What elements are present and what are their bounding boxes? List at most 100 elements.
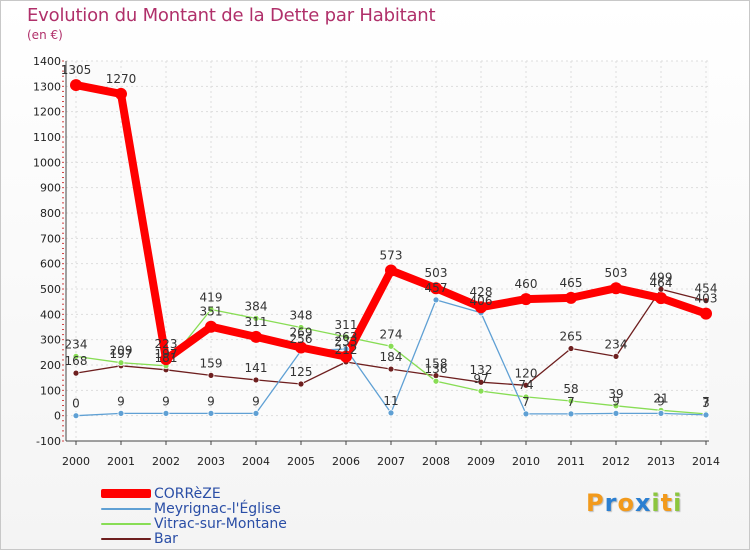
- y-tick-label: 1200: [33, 106, 61, 119]
- data-point: [207, 306, 215, 313]
- y-tick-label: 0: [54, 410, 61, 423]
- y-tick-label: 100: [40, 384, 61, 397]
- x-tick-label: 2002: [152, 455, 180, 468]
- data-point: [475, 301, 487, 314]
- data-label: 419: [200, 291, 223, 305]
- data-point: [655, 292, 667, 305]
- data-point: [702, 411, 710, 419]
- data-label: 234: [65, 337, 88, 351]
- data-point: [430, 282, 442, 295]
- data-label: 351: [200, 305, 223, 319]
- data-point: [567, 345, 575, 352]
- data-point: [205, 320, 217, 333]
- data-point: [477, 378, 485, 386]
- data-label: 209: [110, 344, 133, 358]
- y-tick-label: 1100: [33, 131, 61, 144]
- legend-swatch: [101, 522, 151, 525]
- data-label: 311: [245, 315, 268, 329]
- data-label: 233: [335, 335, 358, 349]
- data-label: 428: [470, 285, 493, 299]
- data-point: [160, 353, 172, 366]
- data-label: 1305: [61, 63, 92, 77]
- data-point: [432, 296, 440, 304]
- data-label: 120: [515, 366, 538, 380]
- y-tick-label: 1000: [33, 156, 61, 169]
- data-label: 159: [200, 356, 223, 370]
- data-point: [657, 409, 665, 417]
- data-point: [702, 297, 710, 305]
- data-point: [117, 409, 125, 417]
- legend-label: CORRèZE: [154, 485, 221, 502]
- data-point: [522, 410, 530, 418]
- logo-letter: o: [617, 489, 635, 517]
- data-point: [207, 409, 215, 417]
- data-point: [297, 380, 305, 388]
- data-label: 74: [518, 378, 533, 392]
- data-label: 197: [110, 347, 133, 361]
- x-tick-label: 2001: [107, 455, 135, 468]
- x-tick-label: 2014: [692, 455, 720, 468]
- plot-area: [66, 61, 709, 441]
- x-tick-label: 2013: [647, 455, 675, 468]
- data-label: 457: [425, 281, 448, 295]
- data-point: [297, 324, 305, 331]
- data-label: 39: [608, 387, 623, 401]
- legend-swatch: [101, 537, 151, 540]
- data-label: 9: [117, 394, 125, 408]
- data-point: [72, 412, 80, 420]
- y-tick-label: 300: [40, 334, 61, 347]
- data-point: [700, 307, 712, 320]
- data-point: [340, 350, 352, 363]
- logo-letter: i: [673, 489, 683, 517]
- data-point: [295, 341, 307, 354]
- x-tick-label: 2006: [332, 455, 360, 468]
- x-tick-label: 2004: [242, 455, 270, 468]
- data-point: [522, 393, 530, 401]
- data-label: 58: [563, 382, 578, 396]
- data-label: 197: [155, 347, 178, 361]
- data-label: 384: [245, 299, 268, 313]
- data-label: 7: [702, 395, 710, 409]
- legend-item-meyrignac: Meyrignac-l'Église: [101, 500, 287, 517]
- data-label: 7: [567, 395, 575, 409]
- data-label: 460: [515, 277, 538, 291]
- data-point: [115, 87, 127, 100]
- data-label: 11: [383, 394, 398, 408]
- legend-item-correze: CORRèZE: [101, 485, 287, 502]
- data-point: [610, 282, 622, 295]
- y-tick-label: 700: [40, 232, 61, 245]
- data-label: 256: [290, 332, 313, 346]
- data-label: 136: [425, 362, 448, 376]
- data-label: 132: [470, 363, 493, 377]
- y-tick-label: -100: [36, 435, 61, 448]
- data-label: 464: [650, 276, 673, 290]
- legend-label: Vitrac-sur-Montane: [154, 515, 287, 532]
- y-tick-label: 1300: [33, 80, 61, 93]
- data-label: 168: [65, 354, 88, 368]
- data-label: 223: [155, 337, 178, 351]
- data-point: [565, 291, 577, 304]
- data-label: 9: [252, 394, 260, 408]
- data-label: 97: [473, 372, 488, 386]
- data-label: 21: [653, 391, 668, 405]
- data-label: 348: [290, 309, 313, 323]
- data-point: [207, 371, 215, 379]
- y-tick-label: 500: [40, 283, 61, 296]
- data-point: [387, 342, 395, 350]
- logo-letter: x: [634, 489, 652, 517]
- data-point: [520, 293, 532, 306]
- data-label: 454: [695, 282, 718, 296]
- x-tick-label: 2009: [467, 455, 495, 468]
- data-label: 274: [380, 327, 403, 341]
- data-point: [342, 333, 350, 341]
- data-point: [252, 409, 260, 417]
- y-tick-label: 200: [40, 359, 61, 372]
- data-point: [522, 381, 530, 389]
- data-point: [567, 397, 575, 405]
- logo-letter: t: [660, 489, 674, 517]
- logo-letter: i: [651, 489, 661, 517]
- legend-label: Meyrignac-l'Église: [154, 500, 281, 517]
- data-label: 181: [155, 351, 178, 365]
